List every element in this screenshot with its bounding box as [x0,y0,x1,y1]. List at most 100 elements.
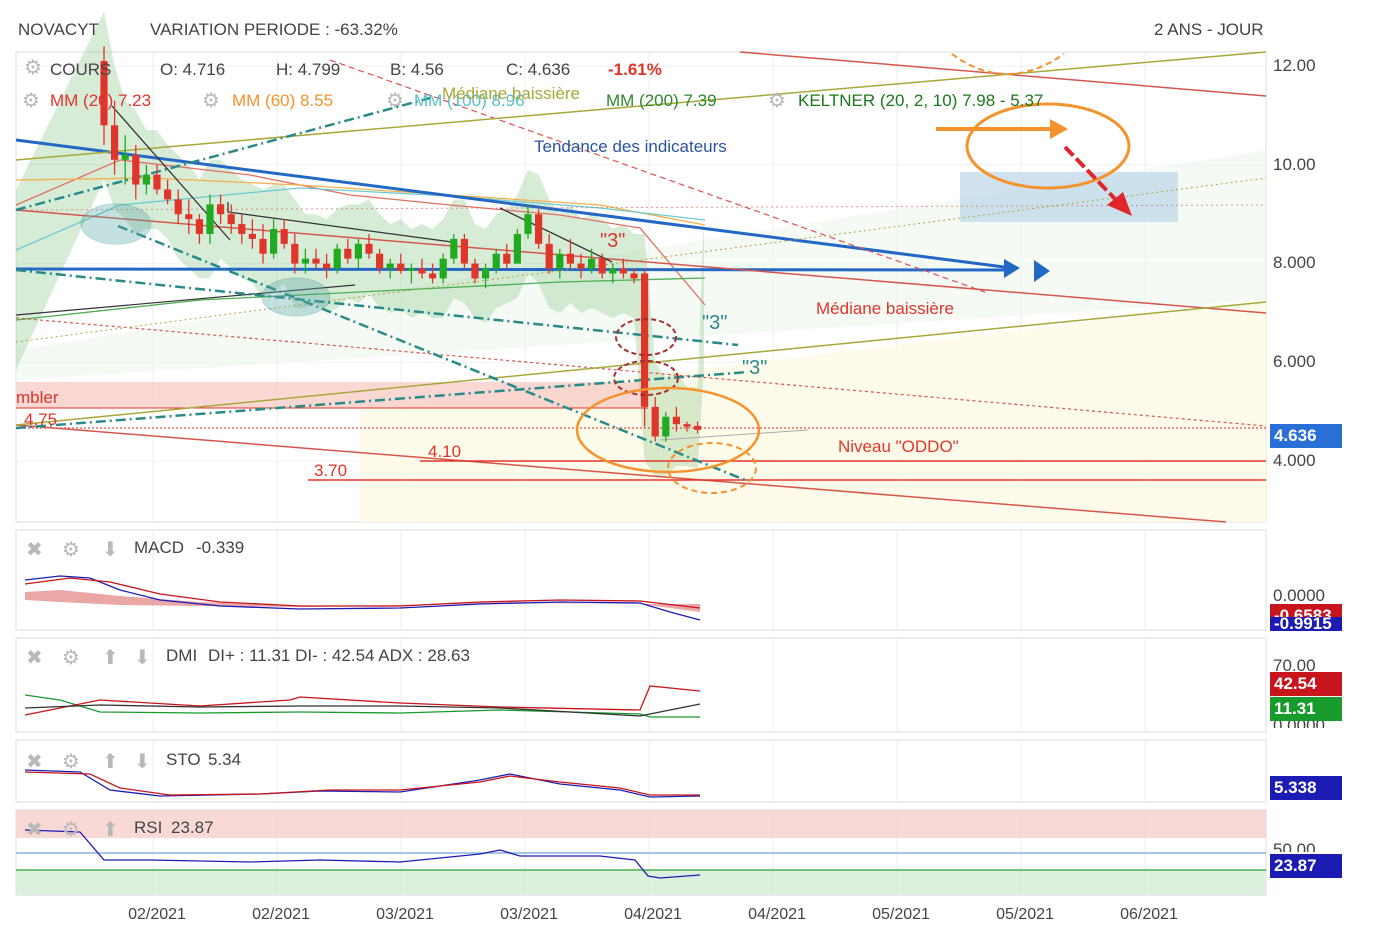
candle [535,214,543,244]
candle [312,258,320,264]
mm100-gear-icon[interactable]: ⚙ [386,90,404,112]
candle [153,174,161,190]
median-right-label: Médiane baissière [816,299,954,318]
candle [577,263,585,269]
mm20-line [15,159,706,306]
y-tick: 12.00 [1273,56,1316,75]
indicator-panel-frame [15,637,1267,733]
candle [609,268,617,274]
candle [556,253,564,269]
candle [227,214,235,225]
candle [418,268,426,274]
close-icon[interactable]: ✖ [26,819,43,841]
x-tick: 04/2021 [748,906,806,923]
macd-line [24,575,701,621]
teal-ellipse [80,203,152,245]
gear-icon[interactable]: ⚙ [62,647,80,669]
dmi-value: DI+ : 11.31 DI- : 42.54 ADX : 28.63 [208,646,470,665]
close-icon[interactable]: ✖ [26,539,43,561]
arrow-down-icon[interactable]: ⬇ [134,751,151,773]
dmi-tick: 70.00 [1273,656,1316,675]
orange-target-ellipse [965,102,1131,190]
candle [641,273,649,407]
black-support-line [15,284,356,316]
candle [132,154,140,185]
candle [100,61,108,126]
resistance-band [16,382,648,408]
arrow-up-icon[interactable]: ⬆ [102,647,119,669]
gear-icon[interactable]: ⚙ [62,819,80,841]
sto-tag: 5.338 [1270,776,1342,800]
adx-line [24,703,701,717]
mm200-line [15,277,706,321]
candle [630,273,638,279]
x-tick: 05/2021 [996,906,1054,923]
candle [206,204,214,234]
arrow-up-icon[interactable]: ⬆ [102,819,119,841]
lower-channel-red [15,424,1227,523]
x-tick: 04/2021 [624,906,682,923]
mm20-gear-icon[interactable]: ⚙ [22,90,40,112]
close-icon[interactable]: ✖ [26,647,43,669]
arrow-down-icon[interactable]: ⬇ [134,647,151,669]
candle [164,189,172,200]
dmi-label: DMI [166,646,198,665]
candle [482,268,490,279]
candle [694,425,702,430]
indicator-panel-frame [15,739,1267,803]
gear-icon[interactable]: ⚙ [24,57,42,79]
sto-value: 5.34 [208,750,242,769]
x-tick: 06/2021 [1120,906,1178,923]
olive-line-upper [15,51,1267,161]
quote-change: -1.61% [608,60,662,79]
orange-ellipse [575,386,761,474]
candle [619,268,627,274]
candle [323,263,331,269]
period-selector[interactable]: 2 ANS - JOUR [1154,20,1264,39]
candle [248,233,256,239]
candle [386,263,394,269]
keltner-gear-icon[interactable]: ⚙ [768,90,786,112]
blue-arrow-head [1034,260,1050,282]
macd-signal-tag: -0.6583 [1270,604,1342,618]
teal-line-descending [117,224,746,482]
arrow-up-icon[interactable]: ⬆ [102,751,119,773]
rsi-tick: 50.00 [1273,840,1316,852]
arrow-down-icon[interactable]: ⬇ [102,539,119,561]
projection-band-lower [360,300,1266,522]
dmi-minus-tag: 42.54 [1270,672,1342,696]
wedge-line [499,207,613,263]
sto-k-line [24,769,701,798]
three-label-c: "3" [742,357,768,379]
orange-dashed-arc [951,53,1065,75]
trendline-blue-down [15,138,1013,270]
gear-icon[interactable]: ⚙ [62,539,80,561]
rsi-oversold-zone [16,870,1266,895]
x-tick: 02/2021 [252,906,310,923]
last-price-tag: 4.636 [1270,424,1342,448]
macd-label: MACD [134,538,185,557]
candle [111,125,119,160]
y-tick: 10.00 [1273,155,1316,174]
orange-arrow-head [1050,119,1068,139]
candle [238,224,246,234]
candle [672,416,680,425]
x-tick: 03/2021 [500,906,558,923]
quote-label: COURS [50,60,112,79]
thin-gray-line [659,429,809,441]
candle [513,233,521,264]
close-icon[interactable]: ✖ [26,751,43,773]
mm60-label: MM (60) 8.55 [232,91,334,110]
mm60-gear-icon[interactable]: ⚙ [202,90,220,112]
candle [503,253,511,264]
rsi-line [24,829,701,879]
gear-icon[interactable]: ⚙ [62,751,80,773]
quote-open: O: 4.716 [160,60,226,79]
three-label-b: "3" [702,312,728,334]
candle [291,243,299,264]
candle [174,199,182,215]
macd-value: -0.339 [196,538,245,557]
mm60-line [15,177,706,226]
dmi-plus-tag: 11.31 [1270,697,1342,721]
